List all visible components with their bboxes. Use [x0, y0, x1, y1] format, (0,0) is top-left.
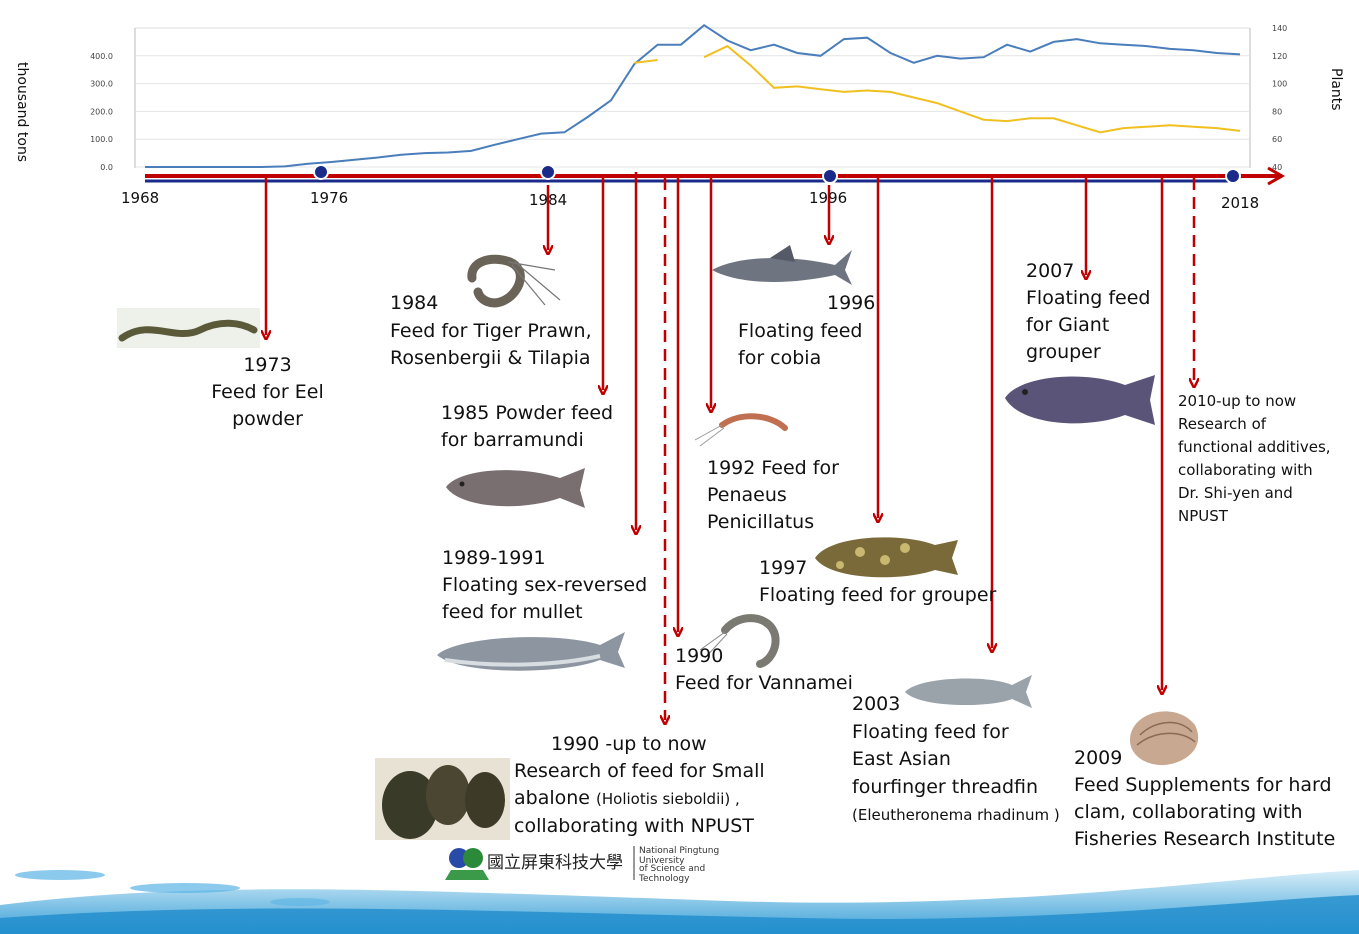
event-1990-abalone-line2: Research of feed for Small	[514, 760, 765, 782]
event-1984-year: 1984	[390, 292, 439, 314]
y-axis-label-left: thousand tons	[14, 62, 30, 162]
eel-icon	[117, 308, 260, 348]
event-1990-abalone-line1: 1990 -up to now	[551, 733, 707, 755]
event-1990-abalone-line4: collaborating with NPUST	[514, 815, 754, 837]
y-tick-right: 100	[1272, 80, 1287, 89]
y-tick-right: 60	[1272, 135, 1282, 144]
event-1990-vannamei-label: 1990 Feed for Vannamei	[675, 645, 853, 694]
tiger-prawn-icon	[467, 254, 561, 308]
series-line-plants	[634, 44, 1241, 134]
mullet-icon	[437, 632, 625, 671]
y-tick-left: 300.0	[90, 80, 113, 89]
y-tick-left: 200.0	[90, 107, 113, 116]
abalone-icon	[375, 758, 510, 840]
y-tick-right: 40	[1272, 163, 1282, 172]
y-tick-right: 120	[1272, 52, 1287, 61]
barramundi-icon	[446, 468, 585, 508]
event-1997-label: 1997 Floating feed for grouper	[759, 557, 997, 606]
event-1973-label: 1973 Feed for Eel powder	[211, 354, 324, 430]
y-tick-right: 80	[1272, 107, 1282, 116]
vannamei-shrimp-icon	[699, 614, 780, 668]
year-label-1976: 1976	[310, 189, 349, 207]
event-2009-label: 2009 Feed Supplements for hard clam, col…	[1074, 747, 1336, 850]
hard-clam-icon	[1130, 711, 1199, 766]
timeline-dot-2018	[1225, 168, 1241, 184]
cobia-icon	[712, 245, 852, 285]
event-2003-line3: East Asian	[852, 748, 951, 770]
y-tick-right: 140	[1272, 24, 1287, 33]
giant-grouper-icon	[1005, 375, 1155, 425]
threadfin-icon	[905, 675, 1032, 708]
event-1996-label: Floating feed for cobia	[738, 320, 863, 369]
event-2010-label: 2010-up to now Research of functional ad…	[1178, 392, 1331, 525]
event-1985-label: 1985 Powder feed for barramundi	[441, 402, 614, 451]
year-label-1968: 1968	[121, 189, 160, 207]
y-tick-left: 0.0	[100, 163, 113, 172]
event-1992-label: 1992 Feed for Penaeus Penicillatus	[707, 457, 839, 533]
timeline-dot-1976	[313, 164, 329, 180]
y-tick-left: 100.0	[90, 135, 113, 144]
event-2003-line1: 2003	[852, 693, 901, 715]
npust-logo-english-2: of Science and Technology	[639, 864, 706, 884]
event-1984-label: Feed for Tiger Prawn, Rosenbergii & Tila…	[390, 320, 592, 369]
series-line-thousand-tons	[145, 23, 1241, 168]
event-1990-abalone-line3: abalone (Holiotis sieboldii) ,	[514, 787, 740, 809]
npust-logo-chinese: 國立屏東科技大學	[487, 853, 623, 873]
year-label-2018: 2018	[1221, 194, 1260, 212]
event-2003-line5: (Eleutheronema rhadinum )	[852, 806, 1060, 824]
grouper-icon	[815, 537, 958, 578]
event-2003-line2: Floating feed for	[852, 721, 1009, 743]
event-1996-year: 1996	[827, 292, 876, 314]
event-2007-label: 2007 Floating feed for Giant grouper	[1026, 260, 1151, 363]
timeline-dot-1984	[540, 164, 556, 180]
water-wave-decoration	[0, 870, 1359, 934]
event-2003-line4: fourfinger threadfin	[852, 776, 1039, 798]
npust-logo: 國立屏東科技大學 National Pingtung University of…	[443, 840, 753, 888]
npust-emblem-icon	[445, 848, 489, 880]
timeline-dot-1996	[822, 168, 838, 184]
event-1989-label: 1989-1991 Floating sex-reversed feed for…	[442, 547, 648, 623]
year-label-1996: 1996	[809, 189, 848, 207]
npust-logo-english-1: National Pingtung University	[639, 846, 720, 866]
y-axis-label-right: Plants	[1328, 68, 1344, 111]
year-label-1984: 1984	[529, 191, 568, 209]
y-tick-left: 400.0	[90, 52, 113, 61]
penaeus-shrimp-icon	[694, 413, 788, 447]
